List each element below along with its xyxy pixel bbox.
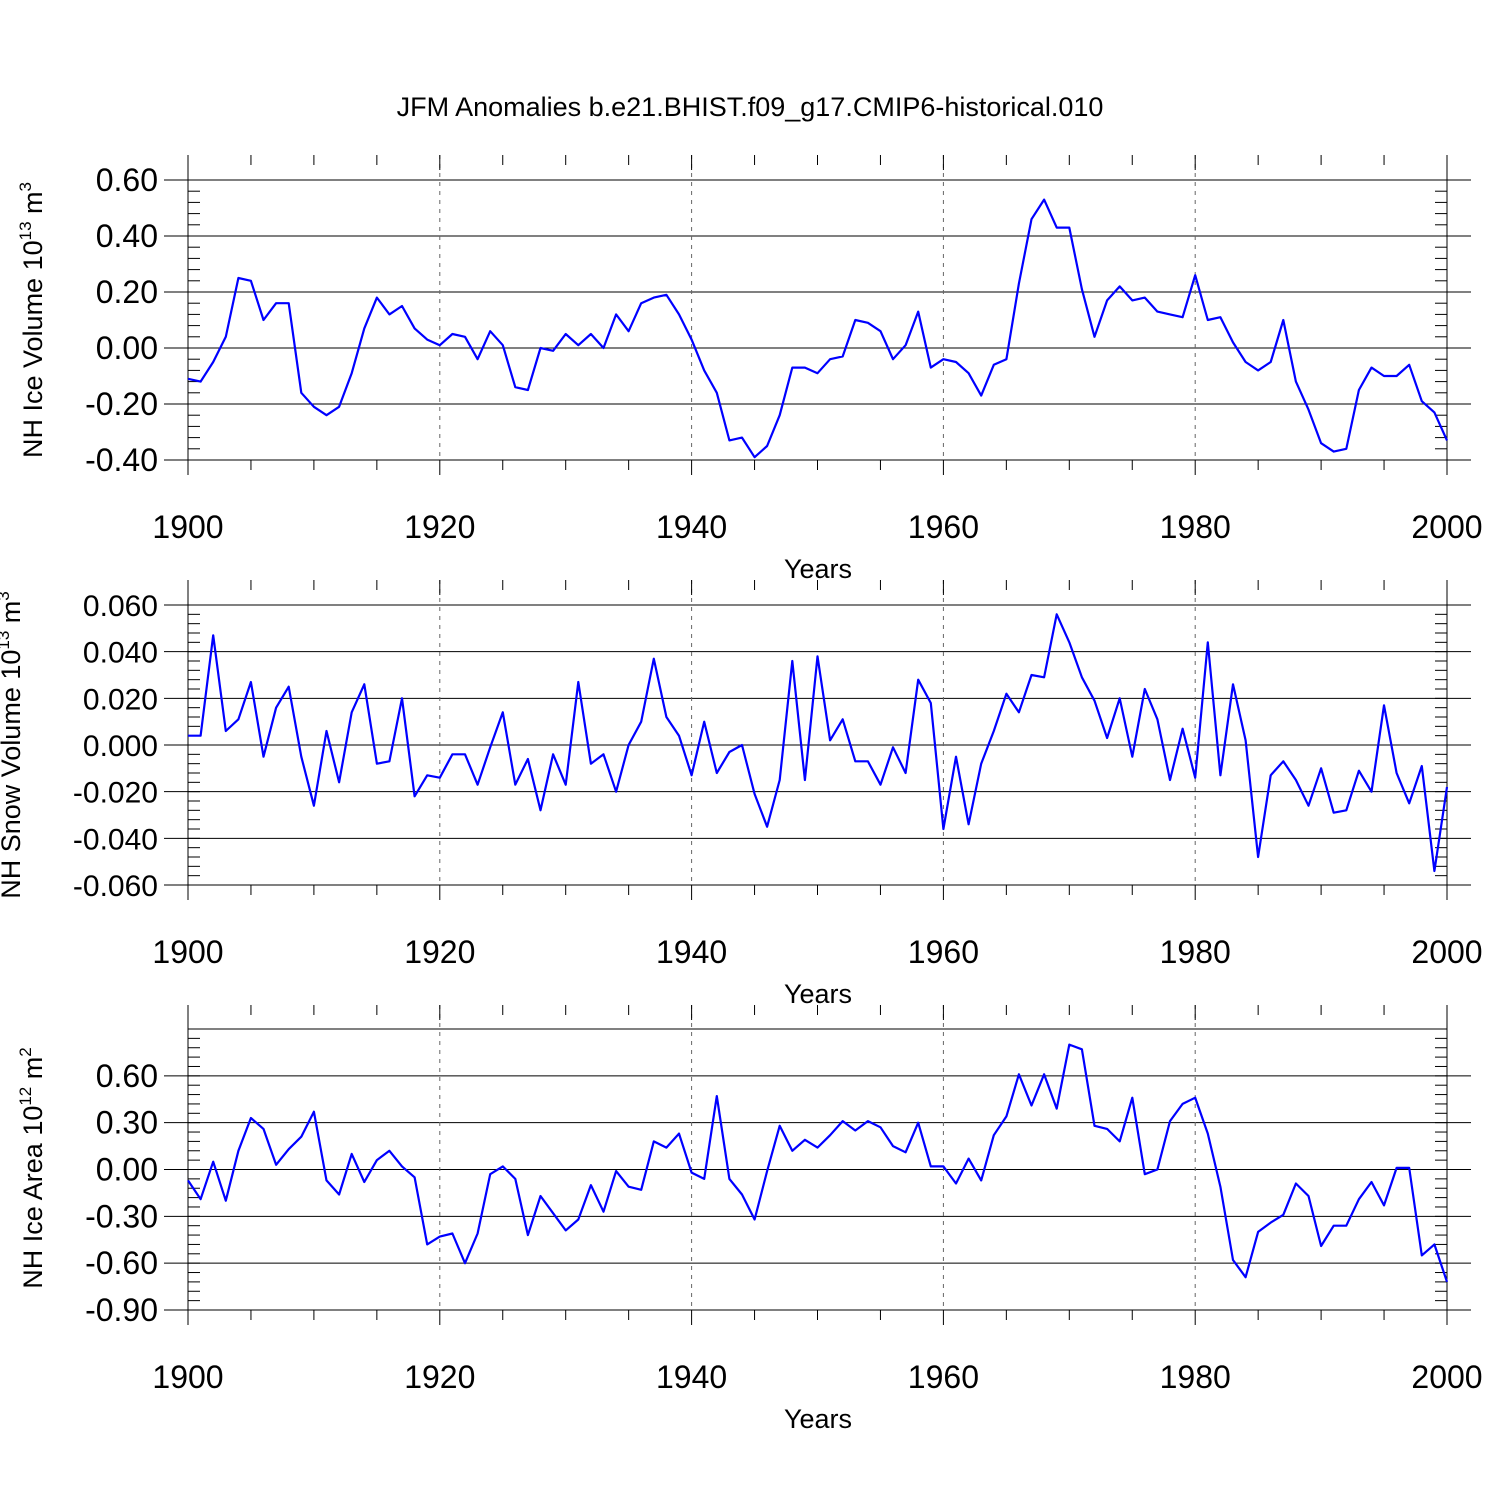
series-line [187, 1043, 1449, 1283]
x-tick-label: 1900 [152, 509, 223, 545]
chart-panel-3: -0.90 -0.60 -0.30 0.00 0.30 0.60 1900 1920 1940 1… [16, 1005, 1483, 1434]
x-tick-label: 2000 [1411, 1359, 1482, 1395]
x-tick-label: 1920 [404, 1359, 475, 1395]
y-tick-label: 0.20 [96, 274, 158, 310]
x-tick-label: 1960 [908, 1359, 979, 1395]
y-tick-label: 0.000 [83, 730, 158, 763]
x-tick-label: 2000 [1411, 509, 1482, 545]
chart-panel-1: -0.40 -0.20 0.00 0.20 0.40 0.60 1900 1920 1940 19… [16, 155, 1483, 584]
x-axis-label: Years [784, 554, 852, 584]
y-tick-label: 0.60 [96, 1058, 158, 1094]
y-tick-label: 0.60 [96, 162, 158, 198]
x-tick-label: 1900 [152, 1359, 223, 1395]
y-tick-label: 0.040 [83, 637, 158, 670]
x-tick-label: 1960 [908, 509, 979, 545]
y-axis-label: NH Ice Area 1012 m2 [16, 1047, 48, 1288]
x-tick-label: 1940 [656, 509, 727, 545]
y-tick-label: -0.20 [85, 386, 158, 422]
y-tick-label: -0.040 [73, 823, 158, 856]
x-tick-label: 1940 [656, 934, 727, 970]
y-tick-label: -0.90 [85, 1292, 158, 1328]
x-tick-label: 1980 [1160, 1359, 1231, 1395]
x-tick-label: 1940 [656, 1359, 727, 1395]
y-tick-label: 0.020 [83, 683, 158, 716]
series-line [187, 198, 1449, 459]
y-tick-label: -0.30 [85, 1198, 158, 1234]
x-tick-label: 1980 [1160, 509, 1231, 545]
x-tick-label: 1920 [404, 509, 475, 545]
y-tick-label: 0.30 [96, 1105, 158, 1141]
y-tick-label: -0.060 [73, 870, 158, 903]
series-line [188, 613, 1449, 873]
y-tick-label: -0.40 [85, 442, 158, 478]
x-tick-label: 2000 [1411, 934, 1482, 970]
x-tick-label: 1980 [1160, 934, 1231, 970]
x-tick-label: 1960 [908, 934, 979, 970]
y-axis-label: NH Ice Volume 1013 m3 [16, 182, 48, 458]
y-axis-label: NH Snow Volume 1013 m3 [0, 591, 26, 899]
x-tick-label: 1900 [152, 934, 223, 970]
y-tick-label: 0.00 [96, 330, 158, 366]
y-tick-label: -0.60 [85, 1245, 158, 1281]
y-tick-label: 0.00 [96, 1152, 158, 1188]
x-axis-label: Years [784, 1404, 852, 1434]
y-tick-label: -0.020 [73, 777, 158, 810]
chart-panel-2: -0.060 -0.040 -0.020 0.000 0.020 0.040 0.060 19… [0, 580, 1483, 1009]
y-tick-label: 0.40 [96, 218, 158, 254]
x-tick-label: 1920 [404, 934, 475, 970]
figure-title: JFM Anomalies b.e21.BHIST.f09_g17.CMIP6-… [397, 92, 1104, 122]
x-axis-label: Years [784, 979, 852, 1009]
y-tick-label: 0.060 [83, 590, 158, 623]
